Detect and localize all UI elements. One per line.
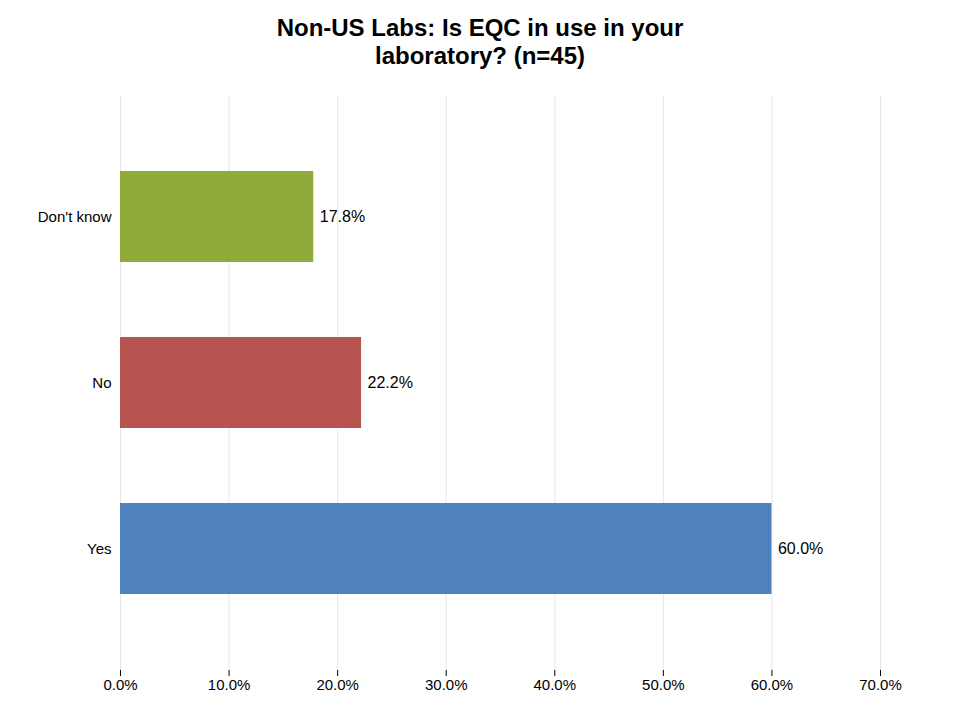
svg-text:17.8%: 17.8% [320,208,365,225]
html-text:Non-US Labs: Is EQC in use in: Non-US Labs: Is EQC in use in your labor… [276,14,684,69]
svg-text:70.0%: 70.0% [859,676,902,693]
svg-text:10.0%: 10.0% [208,676,251,693]
svg-text:60.0%: 60.0% [778,540,823,557]
svg-text:30.0%: 30.0% [425,676,468,693]
svg-text:40.0%: 40.0% [534,676,577,693]
svg-text:50.0%: 50.0% [642,676,685,693]
svg-text:60.0%: 60.0% [751,676,794,693]
svg-text:Don't know: Don't know [38,208,112,225]
svg-text:Yes: Yes [87,540,111,557]
svg-text:22.2%: 22.2% [368,374,413,391]
svg-text:No: No [92,374,111,391]
svg-text:20.0%: 20.0% [316,676,359,693]
svg-text:0.0%: 0.0% [103,676,137,693]
